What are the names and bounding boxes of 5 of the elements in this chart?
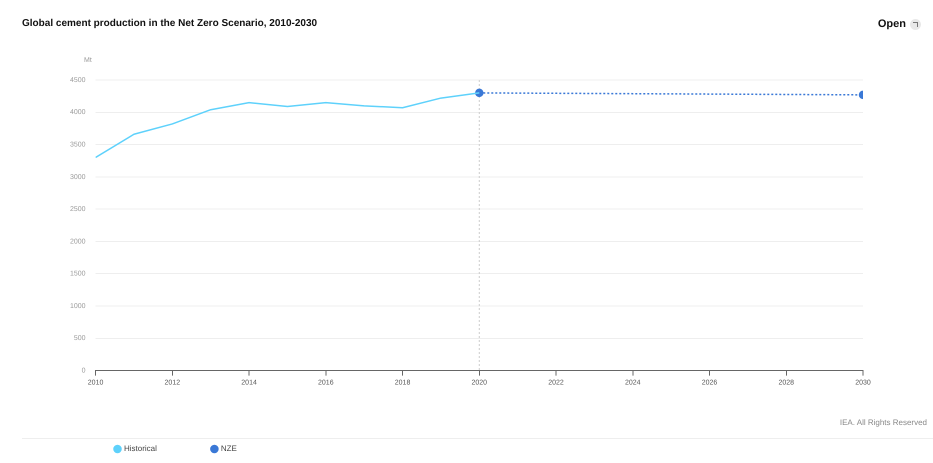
chart-title: Global cement production in the Net Zero Scenario, 2010-2030 xyxy=(22,18,318,29)
text: IEA. All Rights Reserved xyxy=(840,418,927,427)
legend-label: Historical xyxy=(124,444,158,454)
text: Open xyxy=(878,18,906,30)
legend-label: NZE xyxy=(220,444,237,454)
